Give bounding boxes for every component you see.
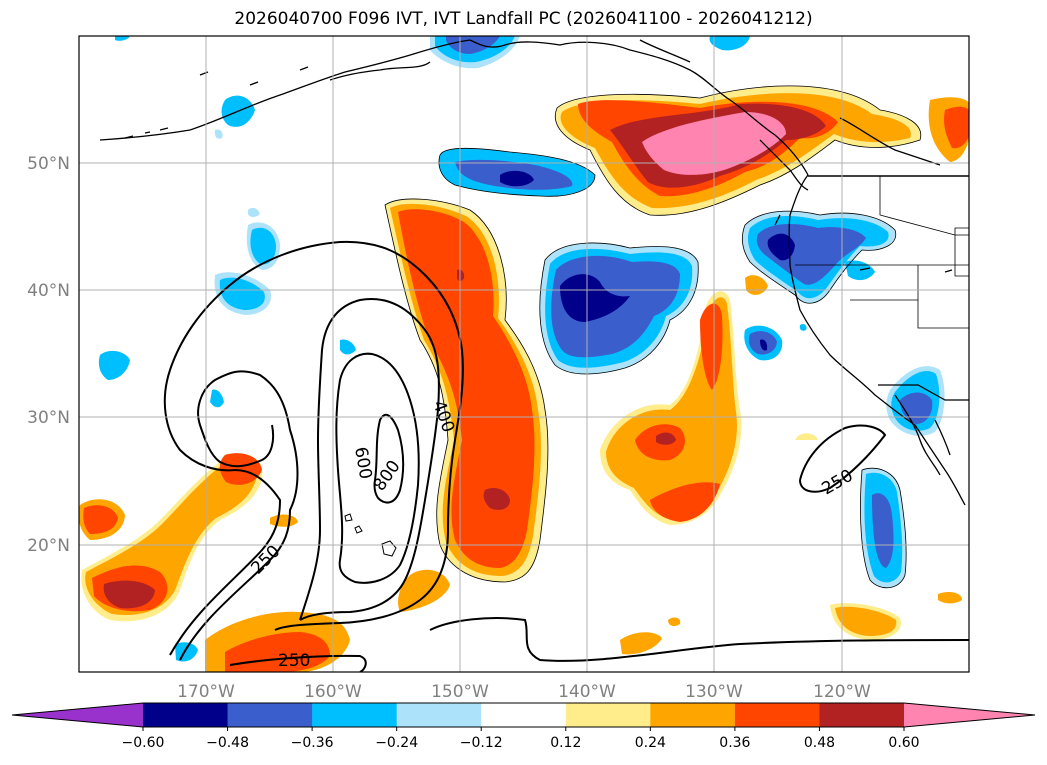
lat-label-50n: 50°N — [27, 154, 70, 174]
hawaii-islands — [344, 513, 397, 557]
lon-label-140w: 140°W — [558, 682, 616, 702]
colorbar-bin — [650, 703, 736, 727]
lon-label-170w: 170°W — [177, 682, 235, 702]
colorbar-extend-high — [904, 703, 1035, 727]
colorbar-tick-label: −0.24 — [375, 735, 418, 751]
contour-label-250-south: 250 — [278, 651, 310, 671]
map-frame — [78, 35, 970, 673]
lat-label-20n: 20°N — [27, 536, 70, 556]
ivt-filled-contours — [79, 36, 969, 672]
lon-label-130w: 130°W — [685, 682, 743, 702]
lat-label-30n: 30°N — [27, 408, 70, 428]
colorbar-extend-low — [12, 703, 143, 727]
colorbar-bin — [565, 703, 651, 727]
colorbar-tick-label: 0.24 — [635, 735, 666, 751]
colorbar-tick-label: 0.12 — [550, 735, 581, 751]
colorbar: −0.60 −0.48 −0.36 −0.24 −0.12 0.12 0.24 0.36 0.4… — [11, 702, 1036, 751]
colorbar-bin — [312, 703, 398, 727]
colorbar-bin — [143, 703, 229, 727]
map-title: 2026040700 F096 IVT, IVT Landfall PC (20… — [234, 9, 813, 29]
colorbar-bin — [819, 703, 905, 727]
lat-label-40n: 40°N — [27, 281, 70, 301]
colorbar-bin — [227, 703, 313, 727]
shading-outlines — [384, 85, 922, 589]
lon-label-150w: 150°W — [431, 682, 489, 702]
colorbar-tick-label: 0.48 — [804, 735, 835, 751]
colorbar-tick-label: 0.60 — [888, 735, 919, 751]
coastlines — [99, 39, 969, 506]
colorbar-tick-label: −0.60 — [122, 735, 165, 751]
colorbar-tick-label: −0.36 — [291, 735, 334, 751]
graticule — [79, 36, 969, 672]
lat-labels: 50°N 40°N 30°N 20°N — [27, 154, 70, 556]
colorbar-tick-label: 0.36 — [719, 735, 750, 751]
lon-labels: 170°W 160°W 150°W 140°W 130°W 120°W — [177, 682, 871, 702]
ivt-contour-lines — [163, 240, 969, 672]
colorbar-bin — [481, 703, 567, 727]
colorbar-tick-label: −0.48 — [206, 735, 249, 751]
lon-label-120w: 120°W — [813, 682, 871, 702]
lon-label-160w: 160°W — [304, 682, 362, 702]
colorbar-tick-label: −0.12 — [460, 735, 503, 751]
colorbar-bin — [396, 703, 482, 727]
colorbar-bin — [734, 703, 820, 727]
